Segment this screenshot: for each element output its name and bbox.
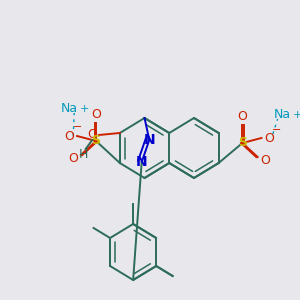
Text: O: O (68, 152, 78, 164)
Text: S: S (238, 136, 247, 149)
Text: Na: Na (61, 103, 78, 116)
Text: −: − (72, 122, 82, 132)
Text: O: O (91, 109, 101, 122)
Text: H: H (79, 148, 88, 161)
Text: O: O (260, 154, 270, 166)
Text: N: N (136, 155, 148, 169)
Text: Na: Na (274, 109, 291, 122)
Text: −: − (272, 125, 281, 135)
Text: S: S (92, 134, 100, 148)
Text: +: + (293, 110, 300, 120)
Text: O: O (87, 128, 97, 142)
Text: O: O (64, 130, 74, 142)
Text: O: O (264, 131, 274, 145)
Text: O: O (238, 110, 248, 124)
Text: +: + (80, 104, 89, 114)
Text: N: N (143, 133, 155, 147)
